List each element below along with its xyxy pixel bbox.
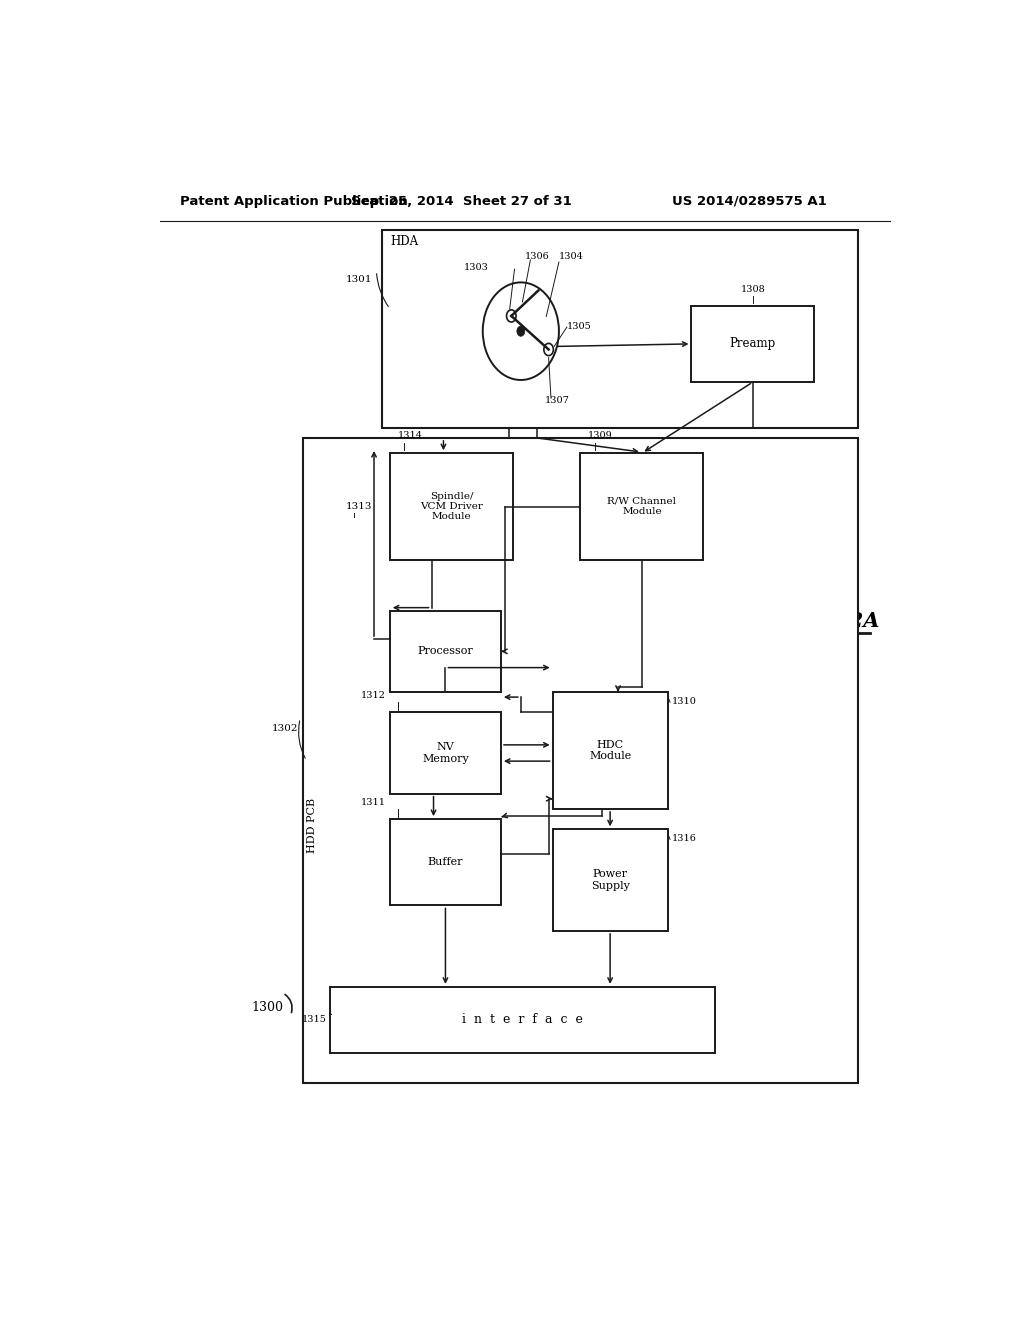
Text: i  n  t  e  r  f  a  c  e: i n t e r f a c e: [463, 1014, 584, 1026]
Text: 1301: 1301: [346, 275, 373, 284]
FancyBboxPatch shape: [691, 306, 814, 381]
Text: 1302: 1302: [272, 723, 299, 733]
Text: 1309: 1309: [588, 430, 613, 440]
FancyBboxPatch shape: [331, 987, 715, 1053]
FancyBboxPatch shape: [390, 611, 501, 692]
Text: 1313: 1313: [346, 502, 373, 511]
Text: R/W Channel
Module: R/W Channel Module: [607, 496, 677, 516]
FancyBboxPatch shape: [334, 519, 775, 1057]
Text: Spindle/
VCM Driver
Module: Spindle/ VCM Driver Module: [420, 491, 483, 521]
Text: 1305: 1305: [567, 322, 592, 330]
Text: FIG. 32A: FIG. 32A: [778, 611, 881, 631]
Text: US 2014/0289575 A1: US 2014/0289575 A1: [672, 194, 826, 207]
FancyBboxPatch shape: [553, 829, 668, 931]
Text: 1300: 1300: [251, 1001, 283, 1014]
Text: 1304: 1304: [559, 252, 584, 261]
Text: 1315: 1315: [301, 1015, 327, 1024]
FancyBboxPatch shape: [390, 453, 513, 560]
Circle shape: [517, 326, 524, 337]
FancyBboxPatch shape: [553, 692, 668, 809]
Text: Buffer: Buffer: [428, 857, 463, 867]
FancyArrowPatch shape: [285, 994, 292, 1012]
FancyBboxPatch shape: [390, 818, 501, 906]
FancyArrowPatch shape: [299, 721, 305, 758]
Text: 1310: 1310: [672, 697, 696, 706]
Text: HDD PCB: HDD PCB: [307, 797, 317, 853]
FancyBboxPatch shape: [581, 453, 703, 560]
Text: Power
Supply: Power Supply: [591, 870, 630, 891]
FancyArrowPatch shape: [377, 273, 388, 306]
Text: HDA: HDA: [390, 235, 418, 248]
Text: Preamp: Preamp: [730, 338, 776, 350]
Text: 1307: 1307: [545, 396, 569, 405]
Text: 1316: 1316: [672, 834, 696, 843]
FancyBboxPatch shape: [382, 230, 858, 428]
Text: NV
Memory: NV Memory: [422, 742, 469, 764]
Text: 1306: 1306: [524, 252, 550, 261]
Text: 1314: 1314: [397, 430, 423, 440]
Text: 1312: 1312: [360, 692, 386, 700]
FancyBboxPatch shape: [303, 438, 858, 1084]
Text: 1303: 1303: [464, 263, 489, 272]
Text: Processor: Processor: [418, 647, 473, 656]
FancyBboxPatch shape: [390, 713, 501, 793]
Text: Patent Application Publication: Patent Application Publication: [179, 194, 408, 207]
Text: 1308: 1308: [740, 285, 765, 293]
Text: HDC
Module: HDC Module: [589, 739, 631, 762]
Text: 1311: 1311: [360, 797, 386, 807]
Text: Sep. 25, 2014  Sheet 27 of 31: Sep. 25, 2014 Sheet 27 of 31: [351, 194, 571, 207]
